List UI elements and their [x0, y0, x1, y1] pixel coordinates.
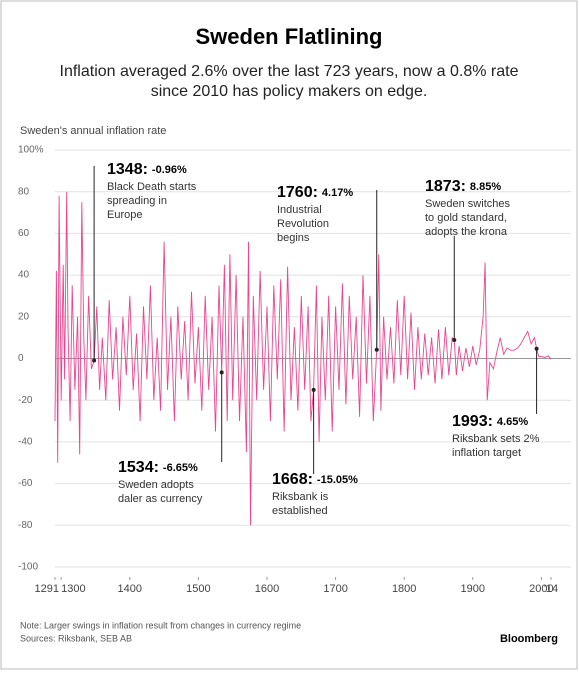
annotation-text: Revolution: [277, 218, 329, 230]
annotation-year: 1348:: [107, 161, 148, 178]
note: Note: Larger swings in inflation result …: [20, 620, 301, 630]
annotation-year: 1873:: [425, 178, 466, 195]
y-tick-label: -100: [18, 562, 38, 573]
annotation-heading: 1993: 4.65%: [452, 413, 528, 430]
y-tick-label: 100%: [18, 145, 44, 156]
annotation-text: inflation target: [452, 447, 521, 459]
y-tick-label: 40: [18, 270, 30, 281]
x-tick-label: '14: [544, 583, 558, 595]
annotation-heading: 1873: 8.85%: [425, 178, 501, 195]
x-tick-label: 1800: [392, 583, 416, 595]
x-tick-label: 1600: [255, 583, 279, 595]
annotation-year: 1760:: [277, 184, 318, 201]
brand: Bloomberg: [500, 633, 558, 645]
annotation-text: adopts the krona: [425, 226, 508, 238]
annotation-heading: 1348: -0.96%: [107, 161, 187, 178]
annotation-text: Riksbank sets 2%: [452, 433, 540, 445]
subtitle: since 2010 has policy makers on edge.: [151, 83, 428, 100]
y-tick-label: -80: [18, 520, 33, 531]
annotation-text: Sweden adopts: [118, 479, 194, 491]
y-tick-label: 60: [18, 228, 30, 239]
annotation-value: -0.96%: [152, 164, 187, 176]
annotation-dot: [311, 387, 316, 392]
annotation-text: begins: [277, 232, 310, 244]
annotation-year: 1993:: [452, 413, 493, 430]
annotation-dot: [92, 358, 97, 363]
x-tick-label: 1700: [323, 583, 347, 595]
line: [54, 191, 552, 526]
annotation-text: to gold standard,: [425, 212, 507, 224]
annotation-dot: [534, 346, 539, 351]
y-tick-label: 80: [18, 186, 30, 197]
annotation-text: spreading in: [107, 195, 167, 207]
annotation-year: 1668:: [272, 471, 313, 488]
y-tick-label: -20: [18, 395, 33, 406]
source: Sources: Riksbank, SEB AB: [20, 633, 132, 643]
x-tick-label: 1900: [461, 583, 485, 595]
y-tick-label: -40: [18, 437, 33, 448]
annotation-dot: [452, 338, 457, 343]
annotation-heading: 1668: -15.05%: [272, 471, 358, 488]
annotation-value: 4.17%: [322, 187, 353, 199]
annotation-value: -15.05%: [317, 474, 358, 486]
x-tick-label: 1300: [61, 583, 85, 595]
y-axis-label: Sweden's annual inflation rate: [20, 125, 166, 137]
annotation-text: Europe: [107, 209, 142, 221]
annotation-text: Black Death starts: [107, 181, 197, 193]
annotation-heading: 1760: 4.17%: [277, 184, 353, 201]
annotation-dot: [374, 347, 379, 352]
annotation-text: Sweden switches: [425, 198, 510, 210]
annotation-value: 8.85%: [470, 181, 501, 193]
annotation-text: established: [272, 505, 328, 517]
subtitle: Inflation averaged 2.6% over the last 72…: [60, 63, 519, 80]
y-tick-label: 20: [18, 311, 30, 322]
annotation-value: -6.65%: [163, 462, 198, 474]
annotation-value: 4.65%: [497, 416, 528, 428]
x-tick-label: 2000: [529, 583, 553, 595]
annotation-text: daler as currency: [118, 493, 203, 505]
annotation-text: Industrial: [277, 204, 322, 216]
x-tick-label: 1500: [186, 583, 210, 595]
y-tick-label: -60: [18, 478, 33, 489]
chart-title: Sweden Flatlining: [195, 24, 382, 49]
annotation-year: 1534:: [118, 459, 159, 476]
annotation-heading: 1534: -6.65%: [118, 459, 198, 476]
annotation-text: Riksbank is: [272, 491, 329, 503]
x-tick-label: 1400: [118, 583, 142, 595]
x-tick-label: 1291: [35, 583, 59, 595]
annotation-dot: [219, 370, 224, 375]
y-tick-label: 0: [18, 353, 24, 364]
